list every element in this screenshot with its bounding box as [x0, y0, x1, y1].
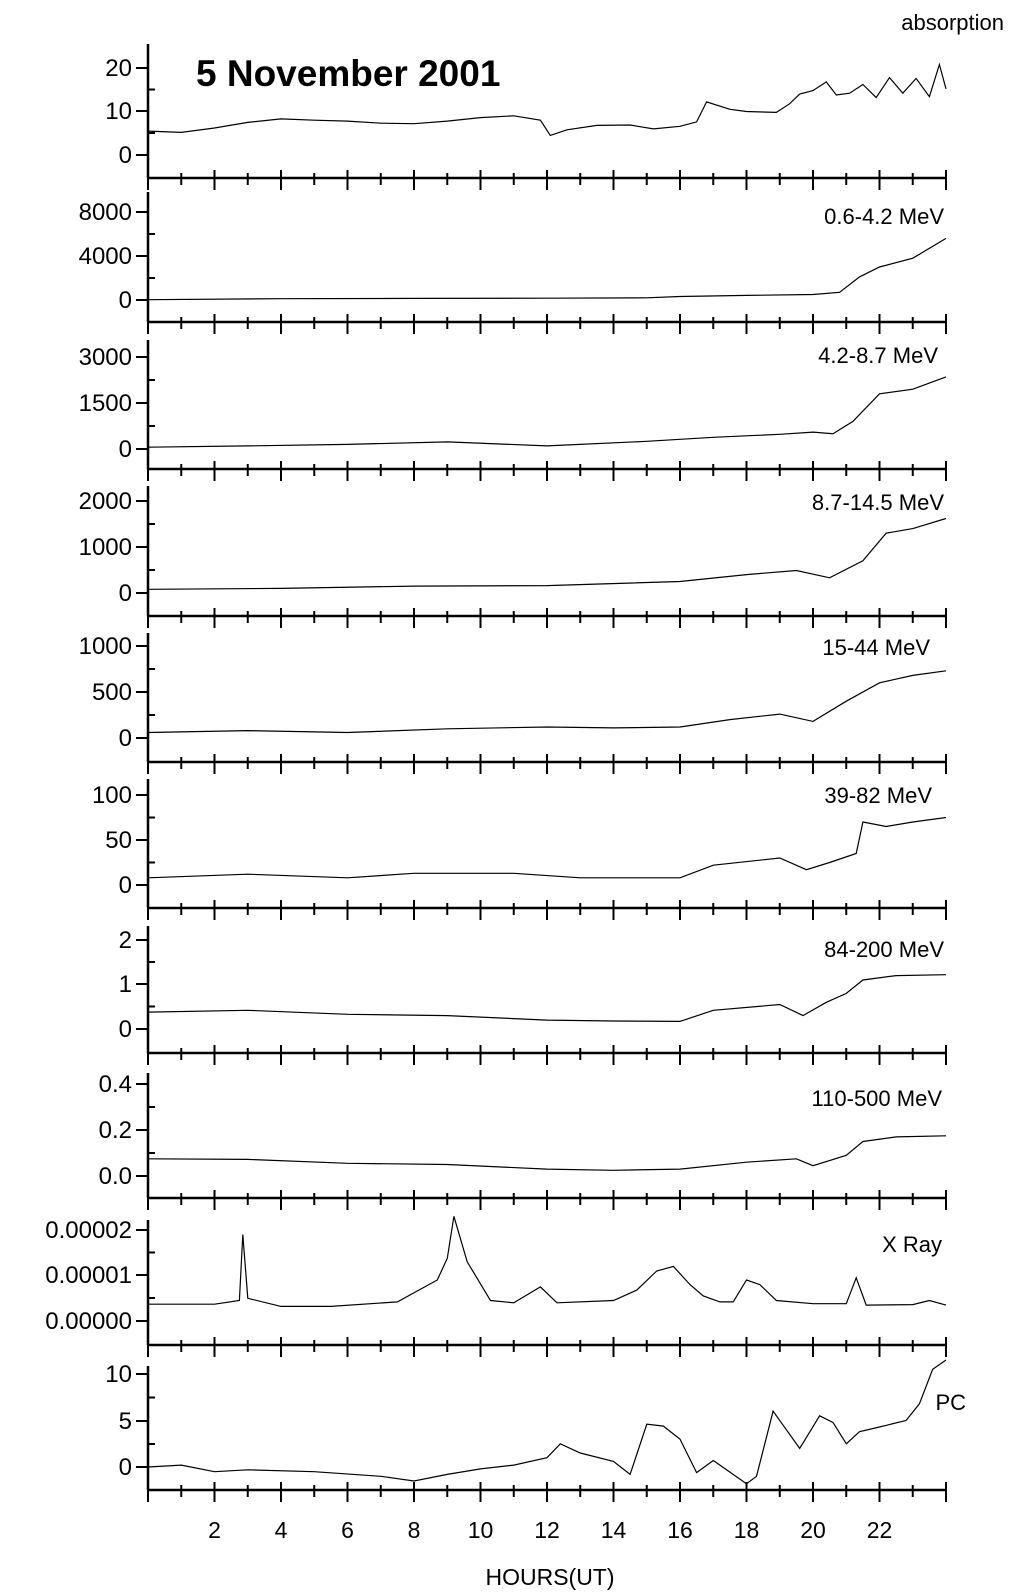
panel-label: 4.2-8.7 MeV: [818, 343, 938, 368]
panel-label: 39-82 MeV: [824, 783, 932, 808]
panel-3: 2000 1000 0 8.7-14.5 MeV: [79, 486, 947, 628]
panel-label: 110-500 MeV: [812, 1086, 943, 1111]
y-tick-label: 1000: [79, 534, 132, 561]
y-tick-label: 0.00000: [45, 1308, 132, 1335]
series-line: [147, 62, 947, 137]
y-tick-label: 0.00002: [45, 1217, 132, 1244]
y-tick-label: 0: [119, 725, 132, 752]
panel-2: 3000 1500 0 4.2-8.7 MeV: [79, 340, 947, 481]
x-tick-label: 18: [734, 1517, 760, 1543]
y-tick-label: 10: [105, 1361, 132, 1388]
panel-1: 8000 4000 0 0.6-4.2 MeV: [79, 192, 947, 334]
panel-label: 8.7-14.5 MeV: [812, 490, 944, 515]
x-tick-label: 12: [534, 1517, 560, 1543]
y-tick-label: 4000: [79, 243, 132, 270]
series-line: [147, 1359, 947, 1485]
y-tick-label: 0: [119, 287, 132, 314]
y-tick-label: 1000: [79, 633, 132, 660]
panel-4: 1000 500 0 15-44 MeV: [79, 633, 947, 774]
y-tick-label: 0.4: [99, 1071, 132, 1098]
x-tick-label: 2: [208, 1517, 221, 1543]
panel-0: 20 10 0 absorption: [105, 10, 1004, 190]
y-tick-label: 5: [119, 1408, 132, 1435]
x-tick-label: 20: [800, 1517, 826, 1543]
y-tick-label: 0.0: [99, 1163, 132, 1190]
series-line: [148, 1216, 947, 1308]
y-tick-label: 20: [105, 55, 132, 82]
x-tick-label: 10: [468, 1517, 494, 1543]
panel-label: X Ray: [882, 1232, 942, 1257]
y-tick-label: 0: [119, 1016, 132, 1043]
panel-6: 2 1 0 84-200 MeV: [119, 926, 947, 1065]
panel-label: PC: [935, 1390, 966, 1415]
y-tick-label: 0.2: [99, 1117, 132, 1144]
y-tick-label: 500: [92, 679, 132, 706]
y-tick-label: 0: [119, 872, 132, 899]
y-tick-label: 10: [105, 98, 132, 125]
x-axis-tick-labels: 2 4 6 8 10 12 14 16 18 20 22: [208, 1517, 892, 1543]
y-tick-label: 50: [105, 827, 132, 854]
panel-label: absorption: [901, 10, 1004, 35]
y-tick-label: 2000: [79, 488, 132, 515]
series-line: [147, 376, 947, 448]
y-tick-label: 0.00001: [45, 1262, 132, 1289]
series-line: [147, 816, 947, 879]
x-tick-label: 22: [867, 1517, 893, 1543]
x-tick-label: 8: [408, 1517, 421, 1543]
panel-7: 0.4 0.2 0.0 110-500 MeV: [99, 1071, 947, 1210]
x-tick-label: 14: [601, 1517, 627, 1543]
y-tick-label: 0: [119, 436, 132, 463]
panel-9: 10 5 0 PC: [105, 1359, 966, 1502]
y-tick-label: 0: [119, 1454, 132, 1481]
x-axis-title: HOURS(UT): [485, 1564, 614, 1590]
panel-label: 0.6-4.2 MeV: [824, 204, 944, 229]
series-line: [147, 974, 947, 1023]
x-tick-label: 4: [275, 1517, 288, 1543]
x-tick-label: 16: [667, 1517, 693, 1543]
series-line: [147, 1135, 947, 1171]
x-tick-label: 6: [341, 1517, 354, 1543]
y-tick-label: 1500: [79, 390, 132, 417]
series-line: [147, 237, 947, 301]
panel-8: 0.00002 0.00001 0.00000 X Ray: [45, 1216, 947, 1357]
y-tick-label: 0: [119, 142, 132, 169]
chart-title: 5 November 2001: [196, 53, 500, 94]
y-tick-label: 8000: [79, 199, 132, 226]
panel-label: 84-200 MeV: [824, 937, 944, 962]
series-line: [147, 670, 947, 734]
panel-label: 15-44 MeV: [822, 635, 930, 660]
y-tick-label: 2: [119, 927, 132, 954]
panel-5: 100 50 0 39-82 MeV: [92, 779, 947, 920]
series-line: [147, 517, 947, 590]
y-tick-label: 3000: [79, 344, 132, 371]
y-tick-label: 100: [92, 782, 132, 809]
y-tick-label: 0: [119, 580, 132, 607]
y-tick-label: 1: [119, 971, 132, 998]
